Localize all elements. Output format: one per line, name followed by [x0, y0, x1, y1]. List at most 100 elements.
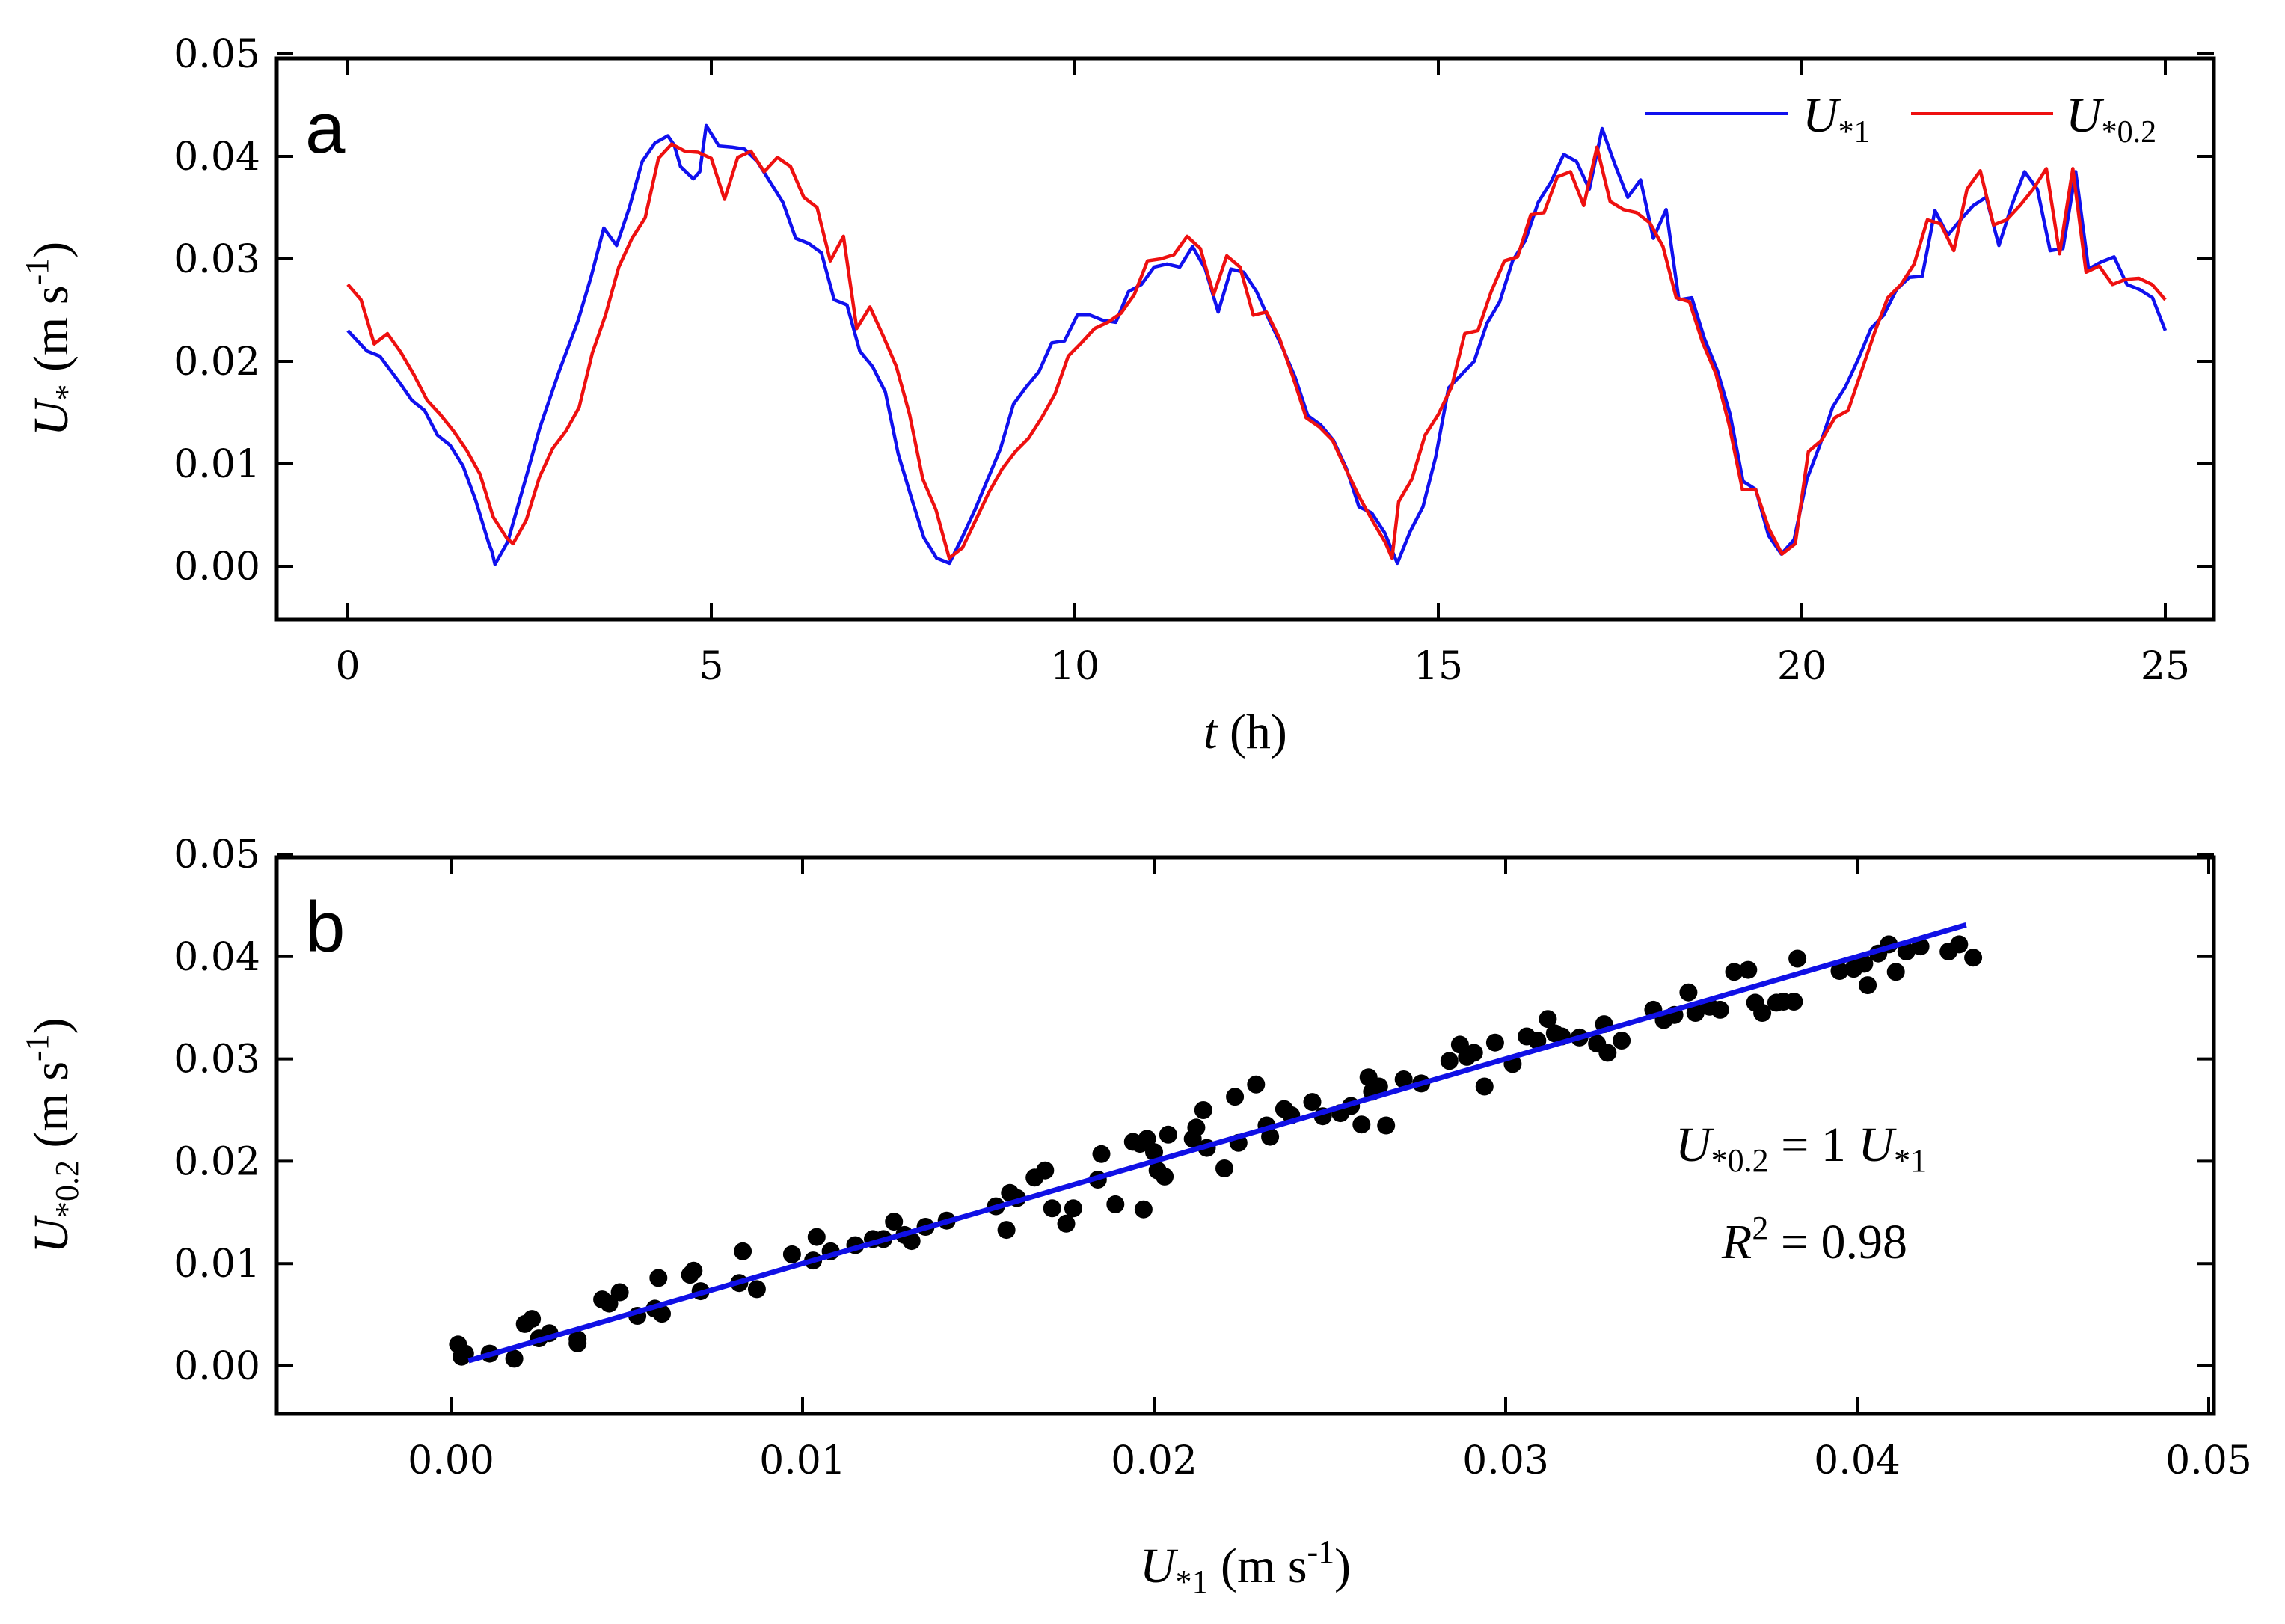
scatter-point: [1859, 976, 1877, 995]
series-line-u1: [346, 123, 2168, 566]
scatter-point: [1950, 935, 1969, 954]
panel-b-x-tick-label: 0.00: [408, 1438, 494, 1483]
panel-a-x-tick-label: 20: [1777, 644, 1827, 689]
scatter-point: [1036, 1161, 1055, 1180]
scatter-point: [1370, 1077, 1388, 1096]
panel-b-y-tick-label: 0.00: [174, 1344, 260, 1389]
scatter-point: [1106, 1195, 1125, 1213]
scatter-point: [1897, 943, 1916, 960]
panel-b-y-ticks: 0.00 0.01 0.02 0.03 0.04 0.05: [174, 833, 2214, 1389]
panel-a-y-tick-label: 0.01: [174, 442, 260, 487]
scatter-point: [600, 1294, 619, 1313]
scatter-point: [653, 1305, 671, 1323]
scatter-point: [1261, 1127, 1280, 1146]
scatter-point: [1785, 993, 1803, 1011]
regression-line: [467, 922, 1967, 1364]
panel-b-y-tick-label: 0.03: [174, 1038, 260, 1082]
scatter-point: [1145, 1143, 1163, 1162]
scatter-point: [1475, 1077, 1494, 1096]
scatter-point: [997, 1221, 1016, 1240]
panel-a-x-tick-label: 15: [1414, 644, 1463, 689]
panel-a-y-axis-title: U* (m s-1): [19, 242, 85, 436]
panel-b-y-tick-label: 0.01: [174, 1242, 260, 1287]
legend-label-u02: U*0.2: [2066, 88, 2156, 150]
panel-a-time-series: 0 5 10 15 20 25 0.00 0.01 0.02 0.03 0.04 0.05 a U*…: [19, 32, 2216, 759]
series-line-u02: [346, 142, 2167, 560]
scatter-point: [1739, 960, 1758, 979]
panel-b-x-tick-label: 0.04: [1814, 1438, 1901, 1483]
panel-a-x-tick-label: 25: [2141, 644, 2190, 689]
panel-a-label: a: [305, 88, 346, 168]
scatter-point: [1159, 1125, 1177, 1144]
scatter-point: [1711, 1000, 1729, 1019]
panel-b-y-tick-label: 0.04: [174, 935, 260, 980]
panel-a-legend: U*1 U*0.2: [1645, 88, 2156, 150]
scatter-point: [1394, 1070, 1413, 1088]
scatter-point: [1528, 1032, 1547, 1050]
panel-b-label: b: [305, 887, 345, 967]
scatter-point: [1215, 1159, 1233, 1177]
scatter-point: [1464, 1044, 1483, 1062]
scatter-point: [902, 1232, 921, 1251]
scatter-point: [1247, 1075, 1266, 1094]
panel-b-fit: [467, 922, 1967, 1364]
panel-a-x-tick-label: 10: [1050, 644, 1099, 689]
scatter-point: [1440, 1052, 1459, 1070]
scatter-point: [734, 1242, 752, 1260]
panel-b-x-tick-label: 0.01: [759, 1438, 846, 1483]
panel-a-y-tick-label: 0.02: [174, 340, 260, 384]
scatter-point: [1194, 1101, 1212, 1119]
scatter-point: [1686, 1004, 1705, 1022]
regression-equation: U*0.2 = 1 U*1: [1675, 1118, 1927, 1179]
scatter-point: [1886, 963, 1905, 981]
panel-a-x-tick-label: 5: [699, 644, 723, 689]
panel-b-y-tick-label: 0.05: [174, 833, 260, 877]
panel-b-frame: [274, 855, 2216, 1416]
panel-b-x-ticks: 0.00 0.01 0.02 0.03 0.04 0.05: [408, 857, 2252, 1483]
scatter-point: [505, 1349, 524, 1368]
scatter-point: [1598, 1044, 1617, 1062]
scatter-point: [1855, 955, 1874, 973]
scatter-point: [1226, 1088, 1245, 1106]
scatter-point: [1092, 1145, 1111, 1163]
scatter-point: [684, 1261, 703, 1280]
scatter-point: [610, 1283, 629, 1302]
panel-b-x-tick-label: 0.05: [2165, 1438, 2252, 1483]
scatter-point: [1352, 1115, 1371, 1134]
scatter-point: [1753, 1004, 1772, 1022]
panel-b-x-axis-title: U*1 (m s-1): [1140, 1533, 1351, 1600]
scatter-point: [1187, 1118, 1206, 1137]
panel-b-y-axis-title: U*0.2 (m s-1): [19, 1017, 85, 1253]
panel-a-y-tick-label: 0.04: [174, 135, 260, 180]
scatter-point: [1539, 1010, 1557, 1029]
panel-b-scatter: 0.00 0.01 0.02 0.03 0.04 0.05 0.000.010.020.0…: [19, 833, 2252, 1600]
scatter-point: [1964, 949, 1983, 967]
panel-a-x-axis-title: t (h): [1203, 705, 1287, 759]
scatter-point: [1134, 1200, 1153, 1219]
panel-a-x-tick-label: 0: [335, 644, 360, 689]
scatter-point: [568, 1330, 587, 1349]
scatter-point: [1679, 983, 1698, 1002]
panel-a-x-ticks: 0 5 10 15 20 25: [335, 58, 2190, 689]
scatter-point: [1377, 1116, 1396, 1135]
scatter-point: [807, 1228, 826, 1246]
scatter-point: [1485, 1033, 1504, 1052]
scatter-point: [1138, 1130, 1156, 1148]
panel-a-y-tick-label: 0.05: [174, 32, 260, 77]
scatter-point: [1064, 1199, 1082, 1218]
scatter-point: [523, 1310, 542, 1329]
scatter-point: [1043, 1199, 1061, 1218]
scatter-point: [885, 1213, 904, 1231]
scatter-point: [1830, 962, 1849, 980]
panel-a-frame: [274, 56, 2216, 622]
scatter-point: [649, 1269, 668, 1287]
panel-a-y-tick-label: 0.03: [174, 237, 260, 282]
scatter-point: [1788, 949, 1807, 968]
panel-a-y-ticks: 0.00 0.01 0.02 0.03 0.04 0.05: [174, 32, 2214, 589]
scatter-point: [1613, 1032, 1631, 1050]
scatter-point: [1303, 1093, 1322, 1112]
scatter-point: [1725, 963, 1743, 981]
panel-a-series: [346, 123, 2168, 566]
r-squared: R2 = 0.98: [1721, 1210, 1907, 1269]
